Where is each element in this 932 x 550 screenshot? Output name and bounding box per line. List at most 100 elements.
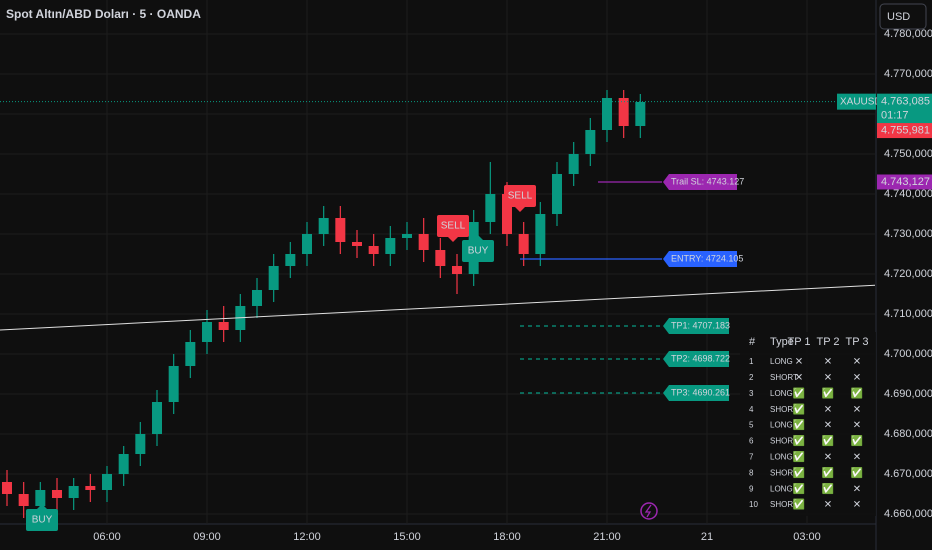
currency-label[interactable]: USD (887, 11, 910, 23)
table-cell: 1 (749, 357, 754, 366)
x-tick-label: 18:00 (493, 531, 521, 543)
signal-pointer (515, 207, 525, 212)
candle-body (602, 98, 612, 130)
table-cell: ✅ (851, 466, 863, 479)
signal-tag (504, 185, 536, 207)
table-cell: ✕ (853, 357, 861, 368)
table-cell: SHORT (770, 468, 798, 477)
overlay: 4.660,000 4.670,000 4.680,000 4.690,000 4.70… (26, 28, 932, 543)
trend-line (0, 284, 876, 331)
table-cell: ✅ (822, 482, 834, 495)
x-tick-label: 21:00 (593, 531, 621, 543)
price-tag-label: 4.743,127 (881, 176, 930, 188)
level-tag (663, 251, 737, 267)
price-tag (877, 174, 932, 190)
candle-body (302, 234, 312, 254)
price-tag (877, 93, 932, 124)
signal-pointer (37, 504, 47, 509)
candle-body (168, 366, 179, 402)
candle-body (452, 266, 462, 274)
signal-label: SELL (508, 191, 533, 202)
y-tick-label: 4.690,000 (884, 388, 932, 400)
candle-body (402, 234, 412, 238)
candle-body (418, 234, 429, 250)
marks (0, 90, 876, 518)
level-label: TP3: 4690.261 (671, 387, 730, 397)
table-cell: 3 (749, 389, 754, 398)
candle-body (85, 486, 96, 490)
y-tick-label: 4.780,000 (884, 28, 932, 40)
candle-body (368, 246, 379, 254)
y-tick-label: 4.680,000 (884, 428, 932, 440)
candle-body (635, 102, 646, 126)
y-tick-label: 4.750,000 (884, 148, 932, 160)
table-cell: ✕ (795, 373, 803, 384)
table-cell: LONG (770, 389, 793, 398)
table-header: # (749, 336, 756, 348)
table-cell: LONG (770, 421, 793, 430)
table-cell: ✕ (853, 404, 861, 415)
candle-body (68, 486, 79, 498)
table-cell: ✅ (851, 434, 863, 447)
table-cell: 5 (749, 421, 754, 430)
y-tick-label: 4.670,000 (884, 468, 932, 480)
symbol-label: XAUUSD (840, 96, 882, 107)
table-cell: ✕ (853, 500, 861, 511)
table-cell: LONG (770, 357, 793, 366)
table-cell: ✕ (853, 373, 861, 384)
table-cell: 10 (749, 500, 758, 509)
table-cell: ✅ (793, 386, 805, 399)
candle-body (535, 214, 546, 254)
x-tick-label: 06:00 (93, 531, 121, 543)
level-tag (663, 318, 729, 334)
candle-body (502, 194, 512, 234)
table-bg (740, 332, 876, 516)
candle-body (352, 242, 362, 246)
signal-tag (26, 509, 58, 531)
y-tick-label: 4.700,000 (884, 348, 932, 360)
table-header: TP 2 (816, 336, 839, 348)
table-cell: ✕ (824, 373, 832, 384)
table-cell: SHORT (770, 373, 798, 382)
y-tick-label: 4.740,000 (884, 188, 932, 200)
table-cell: ✅ (793, 450, 805, 463)
table-cell: 9 (749, 484, 754, 493)
candle-body (618, 98, 629, 126)
candle-body (268, 266, 279, 290)
candle-body (218, 322, 229, 330)
table-cell: ✕ (824, 500, 832, 511)
candle-body (135, 434, 146, 454)
candle-body (285, 254, 296, 266)
table-cell: ✕ (824, 404, 832, 415)
chart-title: Spot Altın/ABD Doları · 5 · OANDA (6, 7, 201, 21)
level-label: TP1: 4707.183 (671, 320, 730, 330)
candle-body (102, 474, 112, 490)
candle-body (252, 290, 262, 306)
candle-body (202, 322, 212, 342)
price-tag-label: 4.763,085 (881, 96, 930, 108)
table-cell: SHORT (770, 500, 798, 509)
signal-label: BUY (468, 246, 489, 257)
table-cell: ✅ (793, 466, 805, 479)
table-cell: ✅ (793, 482, 805, 495)
level-label: ENTRY: 4724.105 (671, 253, 743, 263)
candle-body (152, 402, 162, 434)
table-cell: ✅ (793, 434, 805, 447)
level-tag (663, 351, 729, 367)
candle-body (485, 194, 496, 222)
y-tick-label: 4.730,000 (884, 228, 932, 240)
table-cell: ✅ (793, 498, 805, 511)
table-cell: ✕ (824, 452, 832, 463)
alert-icon[interactable] (640, 502, 658, 520)
price-tag (877, 123, 932, 139)
signal-label: BUY (32, 515, 53, 526)
table-header: TP 1 (787, 336, 810, 348)
level-tag (663, 385, 729, 401)
symbol-tag (837, 93, 876, 110)
candle-body (585, 130, 596, 154)
y-tick-label: 4.660,000 (884, 508, 932, 520)
level-tag (663, 174, 737, 190)
currency-button[interactable] (879, 3, 927, 30)
alert-bolt (644, 504, 652, 518)
